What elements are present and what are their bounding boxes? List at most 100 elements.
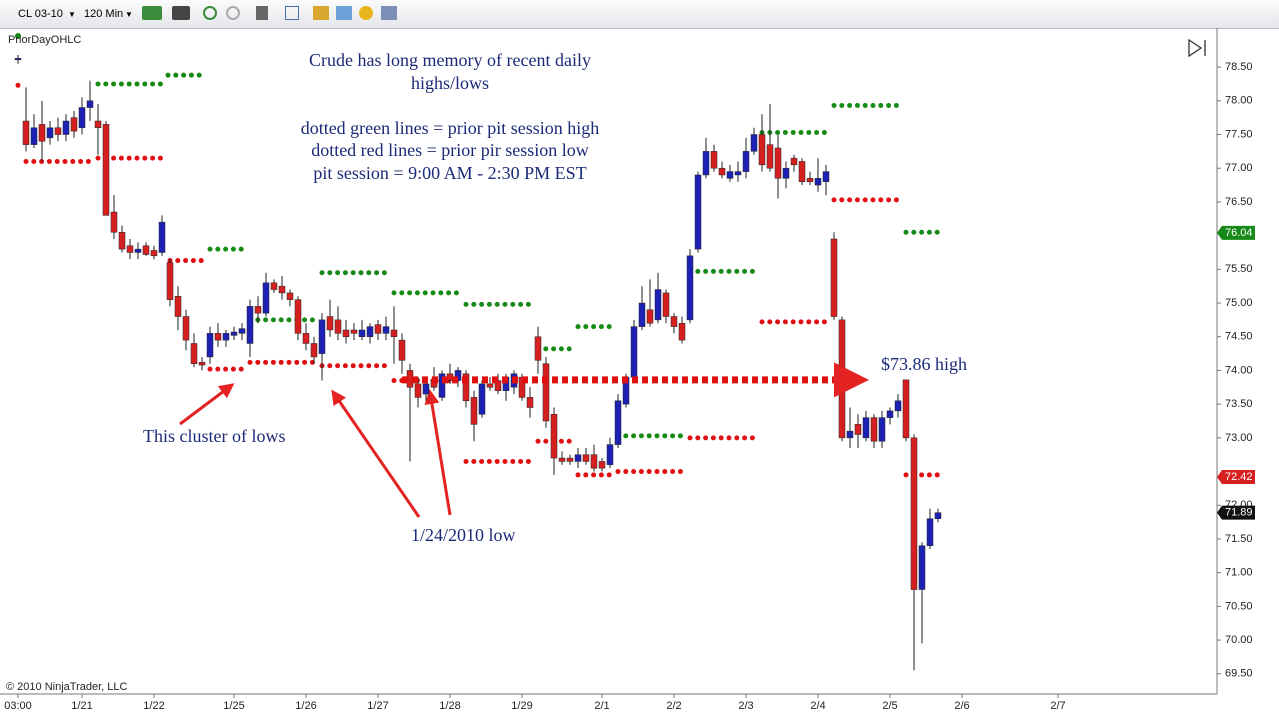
cursor-button[interactable] [256, 6, 268, 20]
candle-body [390, 329, 398, 337]
candle-body [782, 167, 790, 179]
candle-body [542, 363, 550, 422]
x-tick-label: 1/22 [143, 700, 164, 712]
candle-body [142, 245, 150, 255]
zoom-out-button[interactable] [226, 6, 240, 20]
y-tick-label: 74.00 [1225, 364, 1253, 376]
candle-body [566, 457, 574, 462]
candle-body [326, 316, 334, 331]
dropdown-arrow[interactable]: ▼ [68, 10, 76, 19]
candle-body [310, 343, 318, 358]
note-line: Crude has long memory of recent daily [309, 50, 591, 70]
candle-body [670, 316, 678, 327]
candle-body [374, 324, 382, 334]
candle-body [598, 461, 606, 469]
draw-tool-button[interactable] [172, 6, 190, 20]
candle-body [934, 512, 942, 519]
x-tick-label: 03:00 [4, 700, 32, 712]
x-tick-label: 2/7 [1050, 700, 1065, 712]
annotation: $73.86 high [881, 354, 967, 374]
candle-body [526, 397, 534, 408]
price-marker-label: 72.42 [1225, 471, 1253, 483]
candle-body [78, 107, 86, 129]
candle-body [662, 292, 670, 317]
candle-body [38, 124, 46, 142]
candle-body [150, 250, 158, 257]
candle-body [110, 211, 118, 233]
x-tick-label: 1/27 [367, 700, 388, 712]
y-tick-label: 70.00 [1225, 634, 1253, 646]
price-marker [1217, 469, 1255, 484]
candle-body [774, 147, 782, 179]
y-tick-label: 75.00 [1225, 297, 1253, 309]
data-box-button[interactable] [285, 6, 299, 20]
x-tick-label: 1/28 [439, 700, 460, 712]
candle-body [814, 178, 822, 186]
candle-body [206, 333, 214, 358]
zoom-in-button[interactable] [203, 6, 217, 20]
candle-body [878, 417, 886, 442]
candle-body [302, 333, 310, 344]
dropdown-arrow[interactable]: ▼ [125, 10, 133, 19]
candle-body [638, 302, 646, 327]
x-tick-label: 1/26 [295, 700, 316, 712]
y-tick-label: 71.00 [1225, 567, 1253, 579]
candle-body [822, 171, 830, 182]
candle-body [158, 221, 166, 253]
candle-body [262, 282, 270, 314]
candle-body [366, 326, 374, 337]
candle-body [198, 362, 206, 366]
candle-body [22, 120, 30, 145]
price-marker [1217, 225, 1255, 240]
y-tick-label: 70.50 [1225, 600, 1253, 612]
candle-body [806, 178, 814, 182]
currency-button[interactable] [359, 6, 373, 20]
candle-body [278, 285, 286, 294]
candle-body [750, 134, 758, 152]
chart-button[interactable] [336, 6, 352, 20]
chart-style-button[interactable] [142, 6, 162, 20]
candle-body [766, 144, 774, 169]
candle-body [614, 400, 622, 445]
candle-body [294, 299, 302, 334]
interval-selector[interactable]: 120 Min [84, 8, 124, 20]
candle-body [846, 430, 854, 439]
candle-body [14, 58, 22, 61]
y-tick-label: 69.50 [1225, 668, 1253, 680]
indicator-dot [15, 33, 21, 39]
candle-body [94, 120, 102, 129]
candle-body [870, 417, 878, 442]
properties-button[interactable] [381, 6, 397, 20]
price-marker [1217, 505, 1255, 520]
candle-body [190, 343, 198, 364]
candle-body [214, 333, 222, 341]
candle-body [710, 151, 718, 169]
collapse-icon[interactable] [1188, 38, 1206, 58]
open-button[interactable] [313, 6, 329, 20]
candle-body [678, 323, 686, 341]
candle-body [910, 437, 918, 590]
x-tick-label: 1/25 [223, 700, 244, 712]
candle-body [118, 231, 126, 250]
candle-body [414, 383, 422, 398]
candle-body [342, 329, 350, 337]
candle-body [646, 309, 654, 324]
x-tick-label: 2/2 [666, 700, 681, 712]
candle-body [126, 245, 134, 253]
chart: PriorDayOHLC © 2010 NinjaTrader, LLC Cru… [0, 28, 1255, 712]
candle-body [534, 336, 542, 361]
candle-body [86, 100, 94, 108]
candle-body [230, 331, 238, 336]
symbol-selector[interactable]: CL 03-10 [18, 8, 63, 20]
candle-body [174, 296, 182, 317]
x-tick-label: 2/5 [882, 700, 897, 712]
candle-body [550, 414, 558, 459]
candle-body [702, 151, 710, 176]
annotation: 1/24/2010 low [411, 525, 516, 545]
candle-body [790, 157, 798, 166]
candle-body [726, 171, 734, 179]
candle-body [718, 167, 726, 176]
arrow [179, 383, 235, 426]
candle-body [62, 120, 70, 135]
